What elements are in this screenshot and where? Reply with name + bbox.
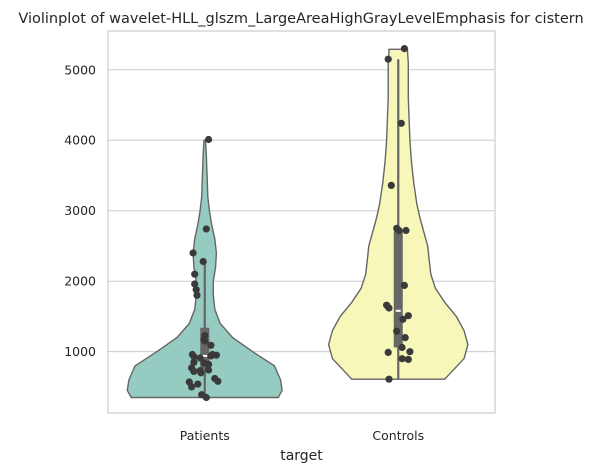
- point-patients-10: [201, 337, 209, 345]
- iqr-box-controls: [393, 231, 403, 348]
- point-patients-18: [190, 358, 198, 366]
- point-patients-24: [190, 367, 198, 375]
- chart-title: Violinplot of wavelet-HLL_glszm_LargeAre…: [18, 11, 583, 27]
- point-patients-15: [207, 352, 215, 360]
- point-patients-2: [189, 249, 197, 257]
- x-axis-label: target: [280, 448, 323, 464]
- point-patients-4: [191, 270, 199, 278]
- y-tick-label-3000: 3000: [64, 203, 96, 218]
- point-controls-17: [398, 355, 406, 363]
- point-patients-11: [207, 341, 215, 349]
- point-controls-11: [399, 315, 407, 323]
- point-patients-5: [191, 280, 199, 288]
- point-patients-30: [188, 383, 196, 391]
- y-tick-label-5000: 5000: [64, 62, 96, 77]
- median-marker-controls: [395, 309, 401, 312]
- plot-frame: [107, 30, 496, 414]
- point-patients-17: [196, 354, 204, 362]
- point-controls-6: [402, 226, 410, 235]
- y-tick-labels: 1000 2000 3000 4000 5000: [64, 62, 96, 359]
- x-tick-labels: Patients Controls: [180, 428, 424, 443]
- point-controls-3: [387, 181, 395, 189]
- point-patients-1: [202, 225, 210, 233]
- point-controls-15: [406, 348, 414, 356]
- point-controls-2: [397, 119, 405, 127]
- point-controls-12: [393, 327, 401, 335]
- point-patients-20: [205, 360, 213, 368]
- point-controls-13: [401, 334, 409, 342]
- point-patients-0: [205, 135, 213, 144]
- point-controls-9: [385, 304, 393, 312]
- y-tick-label-1000: 1000: [64, 344, 96, 359]
- point-patients-32: [202, 393, 210, 402]
- point-patients-7: [193, 291, 201, 299]
- point-controls-7: [400, 281, 408, 289]
- y-tick-label-2000: 2000: [64, 274, 96, 289]
- point-patients-29: [194, 380, 202, 388]
- point-controls-0: [400, 45, 408, 53]
- strip-points: [185, 45, 414, 402]
- point-controls-5: [395, 226, 403, 235]
- x-tick-label-patients: Patients: [180, 428, 230, 443]
- violins: [126, 48, 469, 399]
- y-tick-label-4000: 4000: [64, 133, 96, 148]
- point-controls-19: [385, 375, 393, 383]
- point-patients-27: [214, 377, 222, 385]
- iqr-box-patients: [200, 327, 210, 369]
- point-patients-16: [190, 353, 198, 361]
- point-patients-22: [205, 366, 213, 374]
- x-tick-label-controls: Controls: [372, 428, 424, 443]
- point-controls-10: [404, 312, 412, 320]
- point-controls-1: [384, 55, 392, 63]
- point-patients-6: [192, 286, 200, 294]
- point-patients-14: [212, 351, 220, 359]
- box-plots: [200, 59, 403, 398]
- point-patients-25: [197, 369, 205, 377]
- point-controls-18: [404, 355, 412, 363]
- point-controls-16: [384, 348, 392, 356]
- point-patients-3: [199, 257, 207, 266]
- point-controls-14: [398, 343, 406, 352]
- median-marker-patients: [202, 354, 208, 357]
